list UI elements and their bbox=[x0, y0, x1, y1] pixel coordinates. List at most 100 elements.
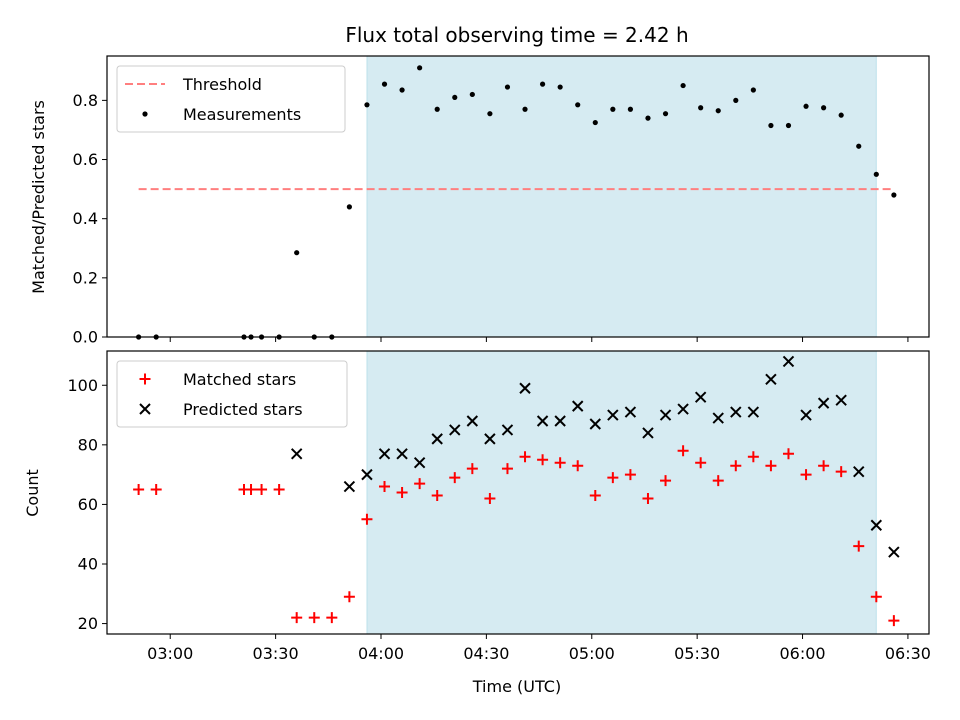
predicted-star-point bbox=[712, 412, 724, 424]
y-tick-label: 0.0 bbox=[73, 328, 98, 347]
measurement-point bbox=[733, 97, 739, 103]
y-tick-label: 100 bbox=[67, 376, 98, 395]
y-tick-label: 80 bbox=[78, 435, 98, 454]
measurement-point bbox=[364, 102, 370, 108]
matched-star-point bbox=[501, 463, 513, 475]
legend-swatch bbox=[142, 111, 148, 117]
measurement-point bbox=[539, 81, 546, 87]
measurement-point bbox=[750, 87, 756, 93]
matched-star-point bbox=[414, 478, 426, 490]
chart-title: Flux total observing time = 2.42 h bbox=[345, 23, 688, 47]
matched-star-point bbox=[712, 475, 724, 487]
axes-frame bbox=[106, 55, 930, 338]
matched-star-point bbox=[396, 487, 408, 498]
matched-star-point bbox=[133, 484, 145, 496]
x-tick-label: 06:30 bbox=[885, 644, 931, 663]
predicted-star-point bbox=[659, 409, 672, 421]
x-tick-label: 03:30 bbox=[253, 644, 299, 663]
matched-star-point bbox=[256, 484, 268, 496]
predicted-star-point bbox=[484, 433, 496, 445]
predicted-star-point bbox=[870, 519, 883, 531]
matched-star-point bbox=[361, 513, 373, 525]
y-tick-label: 0.4 bbox=[73, 209, 98, 228]
measurement-point bbox=[662, 111, 669, 117]
measurement-point bbox=[575, 102, 581, 108]
predicted-star-point bbox=[449, 424, 461, 436]
measurement-point bbox=[821, 105, 827, 111]
measurement-point bbox=[698, 105, 704, 111]
measurement-point bbox=[873, 171, 879, 177]
ratio-panel: 0.0 0.2 0.4 0.6 0.8 Threshold Measurements bbox=[73, 55, 930, 347]
measurement-point bbox=[399, 87, 405, 93]
legend-label: Matched stars bbox=[183, 370, 296, 389]
matched-star-point bbox=[677, 445, 689, 457]
y-axis-label-ratio: Matched/Predicted stars bbox=[29, 100, 48, 294]
matched-star-point bbox=[782, 448, 794, 460]
matched-star-point bbox=[431, 489, 443, 501]
predicted-star-point bbox=[501, 424, 514, 436]
predicted-star-point bbox=[694, 391, 707, 403]
axes-frame bbox=[106, 350, 930, 635]
matched-star-point bbox=[572, 460, 584, 472]
matched-star-point bbox=[245, 484, 257, 496]
measurement-point bbox=[522, 106, 528, 112]
predicted-star-point bbox=[589, 418, 601, 430]
measurement-point bbox=[838, 112, 844, 118]
matched-star-point bbox=[519, 451, 531, 463]
legend-label: Threshold bbox=[182, 75, 262, 94]
matched-star-point bbox=[150, 484, 162, 496]
y-tick-label: 0.2 bbox=[73, 268, 98, 287]
measurement-point bbox=[803, 103, 809, 109]
measurement-point bbox=[715, 108, 721, 114]
measurement-point bbox=[610, 106, 616, 112]
y-tick-label: 40 bbox=[78, 554, 98, 573]
predicted-star-point bbox=[396, 448, 408, 460]
legend-label: Measurements bbox=[183, 105, 301, 124]
predicted-star-point bbox=[817, 397, 830, 409]
measurement-point bbox=[487, 111, 493, 117]
predicted-star-point bbox=[413, 457, 426, 469]
measurement-point bbox=[856, 143, 862, 149]
predicted-star-point bbox=[572, 400, 584, 412]
matched-star-point bbox=[888, 615, 900, 627]
measurement-point bbox=[504, 84, 511, 90]
predicted-star-point bbox=[466, 415, 479, 427]
x-tick-label: 05:00 bbox=[569, 644, 615, 663]
measurement-point bbox=[627, 106, 634, 112]
matched-star-point bbox=[484, 492, 496, 504]
predicted-star-point bbox=[361, 468, 373, 481]
measurement-point bbox=[469, 91, 475, 98]
measurement-point bbox=[294, 250, 300, 256]
measurement-point bbox=[891, 192, 897, 198]
predicted-star-point bbox=[765, 373, 777, 386]
measurement-point bbox=[346, 204, 352, 210]
matched-star-point bbox=[835, 466, 847, 478]
matched-star-point bbox=[466, 463, 478, 475]
matched-star-point bbox=[624, 469, 636, 481]
predicted-star-point bbox=[835, 394, 847, 406]
predicted-star-point bbox=[677, 403, 689, 415]
x-tick-label: 06:00 bbox=[779, 644, 825, 663]
measurement-point bbox=[680, 82, 686, 89]
count-panel: 20 40 60 80 100 03:00 03:30 04:00 04:30 05:00 05:3… bbox=[67, 350, 931, 663]
x-axis-label: Time (UTC) bbox=[472, 677, 561, 696]
y-tick-label: 60 bbox=[78, 495, 98, 514]
matched-star-point bbox=[326, 612, 338, 624]
x-tick-label: 03:00 bbox=[147, 644, 193, 663]
measurement-point bbox=[768, 122, 774, 129]
predicted-star-point bbox=[800, 409, 812, 421]
matched-star-point bbox=[273, 484, 285, 496]
observing-span bbox=[366, 350, 877, 635]
predicted-star-point bbox=[343, 480, 356, 493]
measurement-point bbox=[381, 81, 388, 87]
predicted-star-point bbox=[536, 415, 549, 427]
measurement-point bbox=[557, 84, 563, 90]
legend-label: Predicted stars bbox=[183, 400, 303, 419]
matched-star-point bbox=[695, 457, 707, 469]
measurement-point bbox=[592, 119, 598, 126]
predicted-star-point bbox=[624, 406, 637, 418]
matched-star-point bbox=[537, 454, 549, 466]
legend-box bbox=[116, 360, 348, 428]
matched-star-point bbox=[607, 472, 619, 484]
